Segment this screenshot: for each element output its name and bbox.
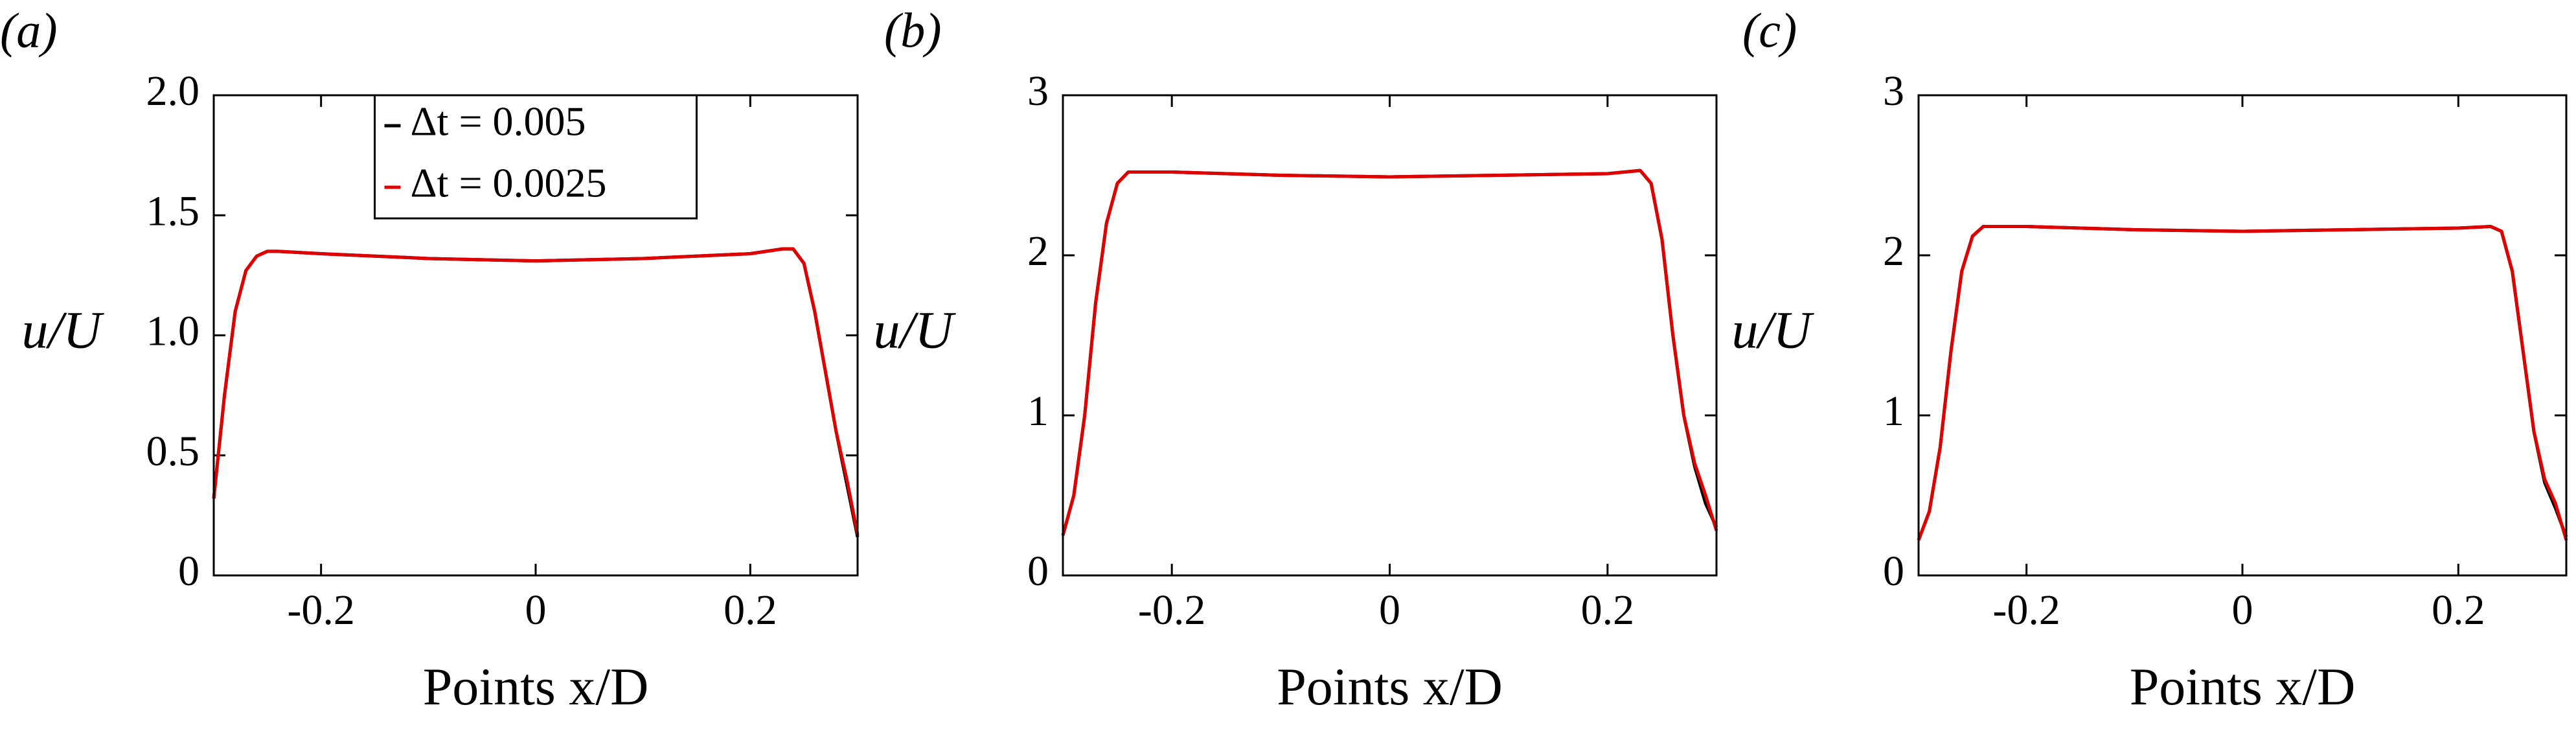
x-tick-label: -0.2 bbox=[287, 586, 354, 634]
legend-label: Δt = 0.0025 bbox=[411, 160, 607, 206]
x-tick-label: -0.2 bbox=[1992, 586, 2060, 634]
y-tick-label: 1.0 bbox=[146, 308, 200, 355]
x-tick-label: 0.2 bbox=[1581, 586, 1635, 634]
x-axis-label: Points x/D bbox=[1277, 657, 1503, 716]
data-line bbox=[212, 247, 860, 535]
x-tick-label: 0 bbox=[1379, 586, 1400, 634]
y-tick-label: 0 bbox=[1883, 548, 1904, 595]
x-axis-label: Points x/D bbox=[423, 657, 649, 716]
y-tick-label: 1.5 bbox=[146, 187, 200, 235]
y-axis-label: u/U bbox=[874, 300, 957, 359]
x-tick-label: 0 bbox=[2232, 586, 2253, 634]
legend-label: Δt = 0.005 bbox=[411, 98, 586, 145]
y-tick-label: 1 bbox=[1027, 388, 1049, 435]
y-tick-label: 0 bbox=[1027, 548, 1049, 595]
y-axis-label: u/U bbox=[1732, 300, 1815, 359]
panel-label: (a) bbox=[0, 3, 58, 58]
data-line bbox=[1917, 225, 2568, 541]
data-line bbox=[1917, 225, 2568, 541]
x-tick-label: 0.2 bbox=[2432, 586, 2485, 634]
y-tick-label: 2 bbox=[1027, 227, 1049, 275]
data-line bbox=[1061, 168, 1718, 536]
panel-label: (c) bbox=[1742, 3, 1797, 58]
data-line bbox=[212, 247, 860, 538]
y-tick-label: 2 bbox=[1883, 227, 1904, 275]
axes-box bbox=[1917, 94, 2568, 577]
y-axis-label: u/U bbox=[22, 300, 105, 359]
y-tick-label: 3 bbox=[1883, 67, 1904, 115]
y-tick-label: 3 bbox=[1027, 67, 1049, 115]
x-tick-label: 0 bbox=[525, 586, 547, 634]
x-tick-label: -0.2 bbox=[1138, 586, 1205, 634]
x-tick-label: 0.2 bbox=[724, 586, 777, 634]
data-line bbox=[1061, 168, 1718, 536]
axes-box bbox=[1062, 94, 1718, 577]
legend-box bbox=[374, 94, 698, 220]
y-tick-label: 0 bbox=[178, 548, 199, 595]
y-tick-label: 1 bbox=[1883, 388, 1904, 435]
panel-label: (b) bbox=[884, 3, 942, 58]
x-axis-label: Points x/D bbox=[2130, 657, 2356, 716]
y-tick-label: 2.0 bbox=[146, 67, 200, 115]
y-tick-label: 0.5 bbox=[146, 428, 200, 475]
